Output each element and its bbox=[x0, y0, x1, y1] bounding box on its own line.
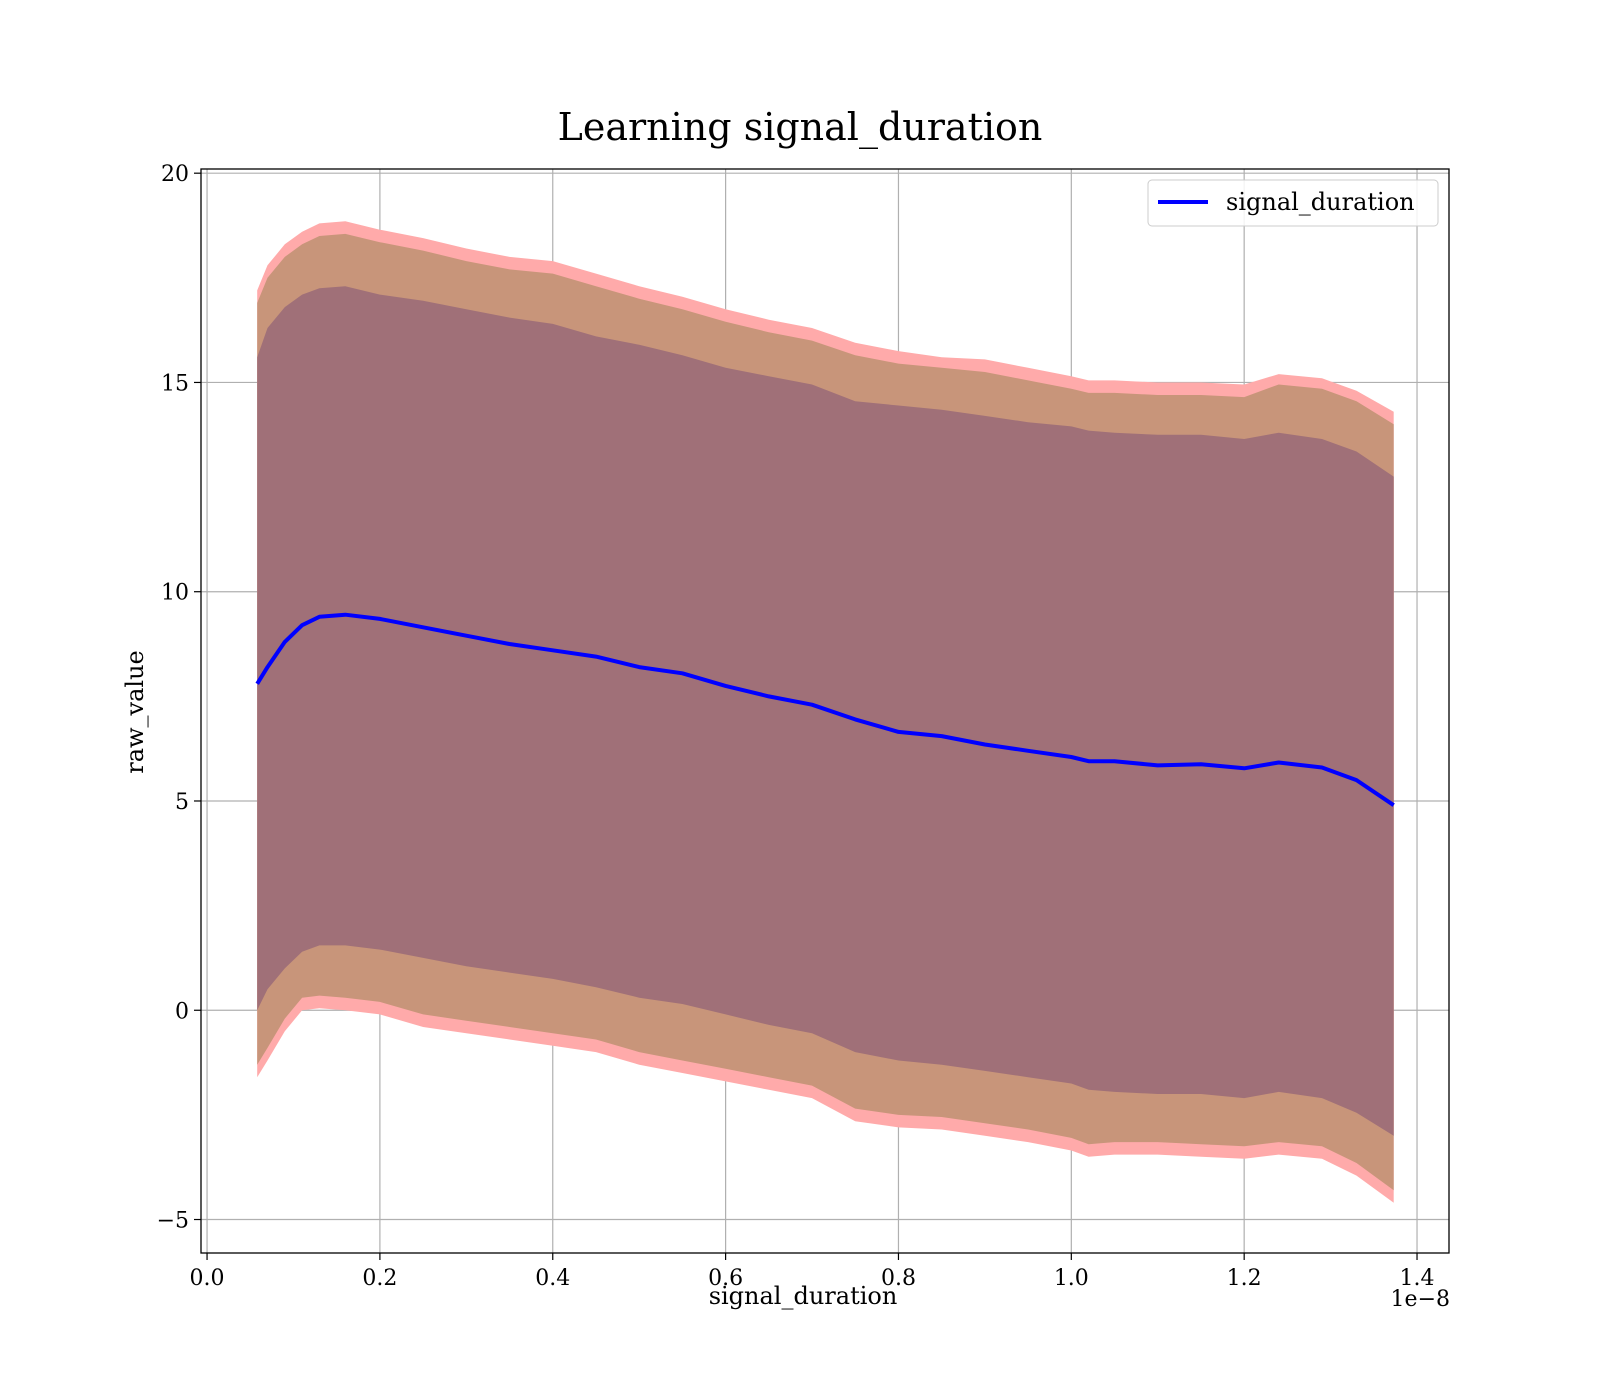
x-tick-label: 1.2 bbox=[1227, 1266, 1262, 1291]
x-tick-label: 1.4 bbox=[1400, 1266, 1435, 1291]
plot-frame bbox=[200, 168, 1450, 1254]
chart-title: Learning signal_duration bbox=[558, 105, 1043, 150]
y-tick-label: 10 bbox=[161, 581, 189, 606]
legend-box bbox=[1147, 179, 1439, 227]
series-line-signal-duration bbox=[255, 612, 1395, 807]
x-tick-label: 0.4 bbox=[535, 1266, 570, 1291]
x-tick-label: 0.2 bbox=[362, 1266, 397, 1291]
legend: signal_duration bbox=[1147, 179, 1439, 227]
x-tick-label: 1.0 bbox=[1054, 1266, 1089, 1291]
y-axis-ticks: −5 0 5 10 15 20 bbox=[157, 162, 201, 1234]
y-tick-label: −5 bbox=[157, 1209, 189, 1234]
x-tick-label: 0.8 bbox=[881, 1266, 916, 1291]
y-tick-label: 0 bbox=[175, 999, 189, 1024]
x-tick-label: 0.0 bbox=[190, 1266, 225, 1291]
legend-label: signal_duration bbox=[1226, 188, 1415, 216]
y-axis-label: raw_value bbox=[121, 650, 149, 774]
x-axis-label: signal_duration bbox=[709, 1282, 898, 1310]
y-tick-label: 20 bbox=[161, 162, 189, 187]
x-axis-offset-label: 1e−8 bbox=[1391, 1287, 1450, 1312]
confidence-bands bbox=[257, 221, 1394, 1203]
y-tick-label: 15 bbox=[161, 371, 189, 396]
x-tick-label: 0.6 bbox=[708, 1266, 743, 1291]
x-axis-ticks: 0.0 0.2 0.4 0.6 0.8 1.0 1.2 1.4 bbox=[190, 1253, 1435, 1291]
y-tick-label: 5 bbox=[175, 790, 189, 815]
